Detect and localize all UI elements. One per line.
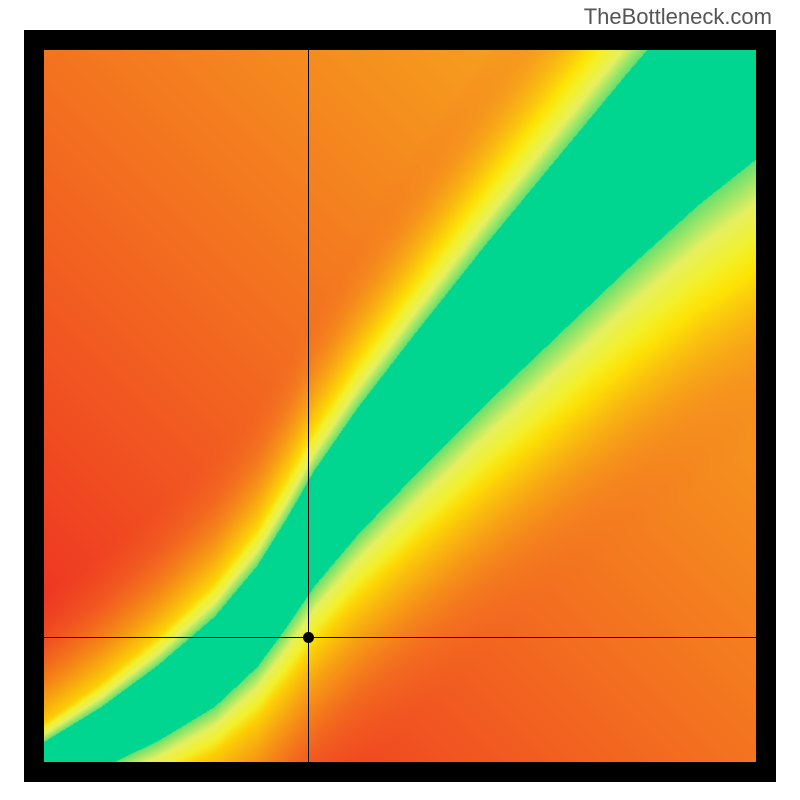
watermark-text: TheBottleneck.com — [584, 4, 772, 30]
marker-point — [303, 632, 314, 643]
heatmap-canvas — [44, 50, 756, 762]
crosshair-vertical — [308, 50, 309, 762]
crosshair-horizontal — [44, 637, 756, 638]
plot-frame — [24, 30, 776, 782]
